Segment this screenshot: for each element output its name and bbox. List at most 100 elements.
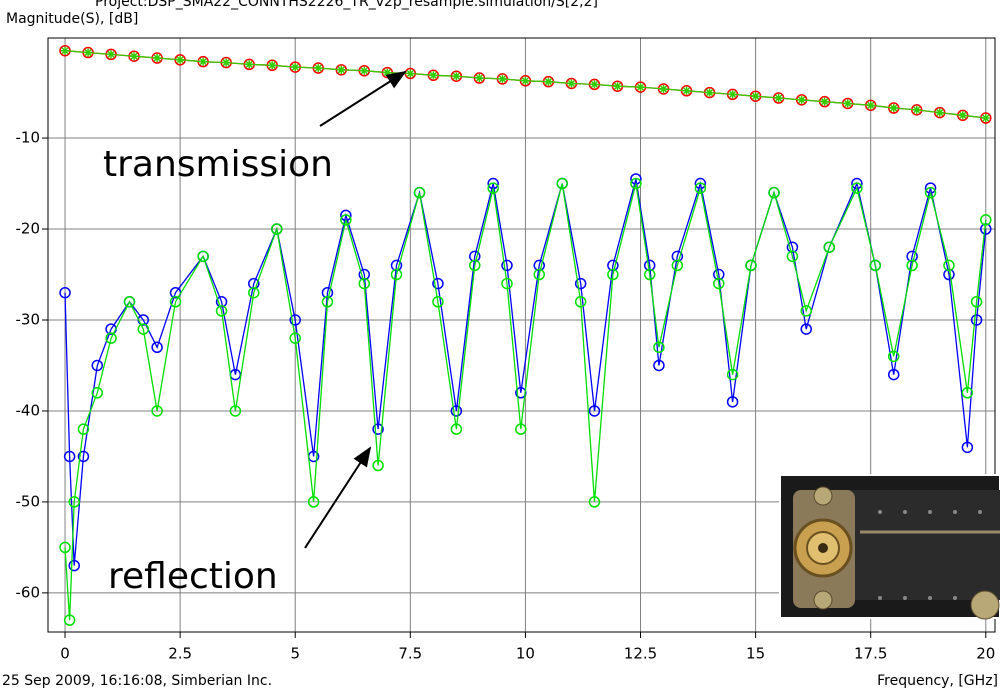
point-marker (851, 182, 863, 194)
point-marker (268, 61, 277, 70)
point-marker (432, 296, 444, 308)
point-marker (153, 54, 162, 63)
point-marker (432, 277, 444, 290)
point-marker (501, 259, 513, 272)
point-marker (337, 65, 346, 74)
point-marker (383, 68, 392, 77)
x-tick-label: 17.5 (854, 645, 887, 663)
point-marker (533, 259, 545, 272)
point-marker (961, 441, 974, 454)
point-marker (151, 405, 163, 417)
point-marker (981, 114, 990, 123)
point-marker (588, 496, 601, 508)
y-tick-label: -10 (16, 129, 41, 147)
point-marker (728, 90, 737, 99)
plot-frame (47, 37, 996, 633)
point-marker (682, 86, 691, 95)
point-marker (61, 46, 70, 55)
point-marker (607, 259, 619, 272)
point-marker (774, 94, 783, 103)
point-marker (360, 66, 369, 75)
point-marker (958, 111, 967, 120)
point-marker (574, 277, 587, 290)
point-marker (630, 177, 642, 190)
y-axis-label: Magnitude(S), [dB] (6, 11, 138, 27)
point-marker (574, 296, 587, 308)
y-tick-label: -60 (16, 583, 41, 601)
point-marker (515, 423, 527, 435)
point-marker (68, 559, 80, 572)
point-marker (450, 423, 463, 435)
chart-title: Project:DSP_SMA22_CONNTHS2226_TR_v2p_res… (95, 0, 598, 10)
point-marker (590, 80, 599, 89)
point-marker (289, 332, 301, 344)
point-marker (450, 405, 463, 417)
point-marker (643, 268, 656, 281)
point-marker (59, 286, 71, 299)
point-marker (469, 250, 481, 263)
point-marker (501, 277, 513, 290)
point-marker (123, 296, 136, 308)
point-marker (469, 259, 481, 272)
series-line (64, 183, 987, 621)
point-marker (307, 496, 320, 508)
point-marker (961, 387, 974, 399)
point-marker (751, 92, 760, 101)
point-marker (970, 296, 983, 308)
point-marker (77, 450, 90, 463)
x-tick-label: 5 (290, 645, 300, 663)
point-marker (887, 368, 900, 381)
point-marker (889, 104, 898, 113)
point-marker (498, 74, 507, 83)
point-marker (906, 250, 918, 263)
point-marker (321, 296, 334, 308)
point-marker (63, 614, 76, 626)
point-marker (567, 79, 576, 88)
point-marker (199, 57, 208, 66)
point-marker (980, 214, 992, 226)
point-marker (289, 314, 301, 326)
point-marker (137, 323, 150, 335)
point-marker (544, 77, 553, 86)
point-marker (215, 296, 228, 308)
point-marker (222, 58, 231, 67)
point-marker (671, 250, 684, 263)
point-marker (653, 359, 665, 372)
point-marker (705, 88, 714, 97)
point-marker (475, 74, 484, 83)
point-marker (713, 277, 725, 290)
point-marker (786, 250, 799, 263)
y-tick-label: -20 (16, 220, 41, 238)
point-marker (726, 396, 739, 408)
point-marker (372, 423, 384, 435)
point-marker (869, 259, 882, 272)
point-marker (659, 84, 668, 93)
annotation-arrow (319, 70, 407, 127)
point-marker (429, 71, 438, 80)
point-marker (245, 60, 254, 69)
footer: 25 Sep 2009, 16:16:08, Simberian Inc. (2, 673, 272, 689)
point-marker (487, 182, 499, 194)
point-marker (197, 250, 209, 263)
point-marker (653, 341, 665, 354)
point-marker (636, 83, 645, 92)
point-marker (866, 101, 875, 110)
point-marker (413, 186, 426, 199)
point-marker (786, 241, 799, 253)
point-marker (229, 405, 242, 417)
point-marker (91, 359, 104, 372)
point-marker (91, 387, 104, 399)
x-tick-label: 10 (516, 645, 535, 663)
point-marker (797, 95, 806, 104)
point-marker (452, 72, 461, 81)
point-marker (521, 76, 530, 85)
point-marker (372, 459, 384, 472)
x-tick-label: 2.5 (168, 645, 192, 663)
point-marker (176, 55, 185, 64)
photo-inset (779, 474, 1000, 620)
point-marker (215, 305, 228, 317)
point-marker (84, 48, 93, 57)
point-marker (151, 341, 163, 354)
x-tick-label: 20 (976, 645, 995, 663)
